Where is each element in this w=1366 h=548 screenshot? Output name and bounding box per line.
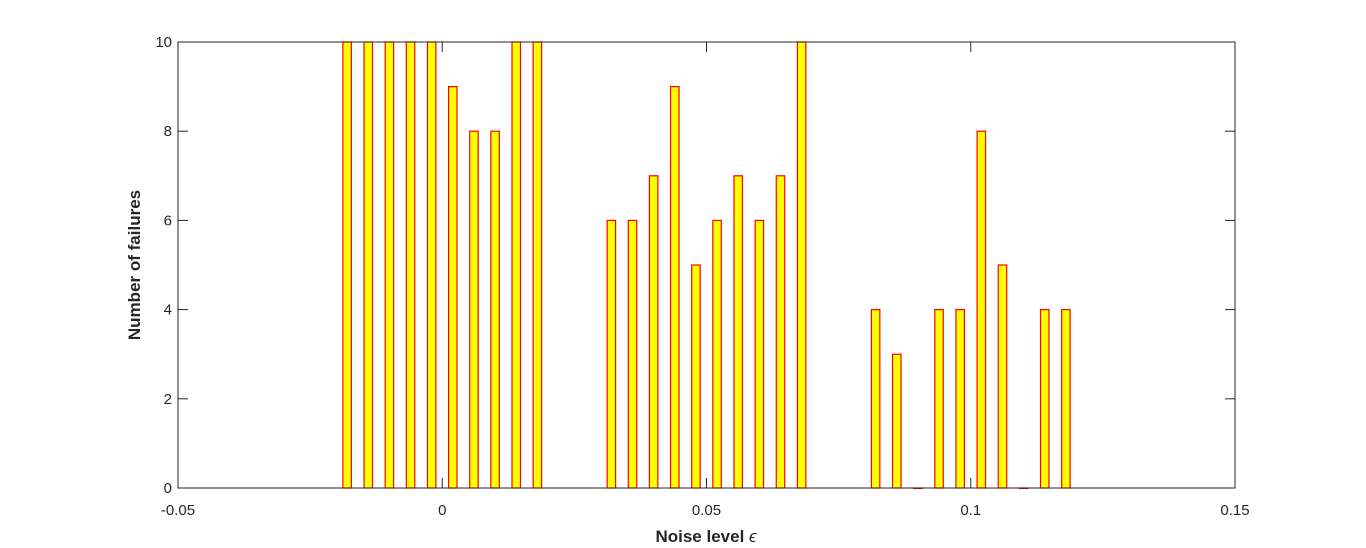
bar-group1-9 <box>511 41 522 489</box>
bar-group2-7 <box>733 175 744 489</box>
plot-frame <box>177 41 1236 489</box>
x-tick-label: 0 <box>438 502 446 519</box>
y-tick-label: 10 <box>155 34 172 51</box>
bar-group2-5 <box>691 264 701 489</box>
bar-group1-7 <box>469 130 479 489</box>
x-tick-label: -0.05 <box>161 502 195 519</box>
bar-group2-9 <box>775 175 786 489</box>
bar-group2-10 <box>796 41 807 489</box>
bar-group2-6 <box>712 219 722 489</box>
bar-group3-6 <box>976 130 987 489</box>
bar-group1-3 <box>384 41 395 489</box>
y-axis-title: Number of failures <box>125 190 144 340</box>
bar-group3-9 <box>1039 309 1050 489</box>
axes-layer <box>177 41 1236 489</box>
y-tick-label: 6 <box>164 212 172 229</box>
bars-layer <box>342 41 1071 490</box>
x-tick-label: 0.15 <box>1220 502 1249 519</box>
x-axis-symbol: ϵ <box>749 527 757 546</box>
bar-group1-1 <box>342 41 352 489</box>
bar-group3-5 <box>955 309 966 489</box>
bar-group1-4 <box>405 41 416 489</box>
bar-group3-10 <box>1061 309 1071 489</box>
bar-group1-10 <box>532 41 543 489</box>
x-tick-label: 0.05 <box>692 502 721 519</box>
labels-layer: -0.05 0 0.05 0.1 0.15 0 2 4 6 8 10 <box>155 34 1249 519</box>
y-tick-label: 0 <box>164 480 172 497</box>
bar-group3-1 <box>870 309 881 489</box>
y-tick-label: 2 <box>164 391 172 408</box>
bar-group2-3 <box>648 175 659 489</box>
bar-group2-8 <box>754 219 765 489</box>
bar-group1-5 <box>426 41 437 489</box>
x-axis-title: Noise level ϵ <box>655 527 757 546</box>
bar-group1-6 <box>447 85 458 489</box>
bar-group2-4 <box>669 85 680 489</box>
y-tick-label: 8 <box>164 123 172 140</box>
bar-group3-4 <box>934 309 944 489</box>
y-tick-label: 4 <box>164 302 172 319</box>
bar-group2-2 <box>627 219 638 489</box>
x-tick-label: 0.1 <box>960 502 981 519</box>
bar-group3-7 <box>997 264 1008 489</box>
x-axis-title-text: Noise level <box>655 527 744 546</box>
bar-group1-2 <box>363 41 374 489</box>
bar-group3-2 <box>891 353 902 489</box>
bar-group2-1 <box>606 219 617 489</box>
bar-group1-8 <box>490 130 500 489</box>
